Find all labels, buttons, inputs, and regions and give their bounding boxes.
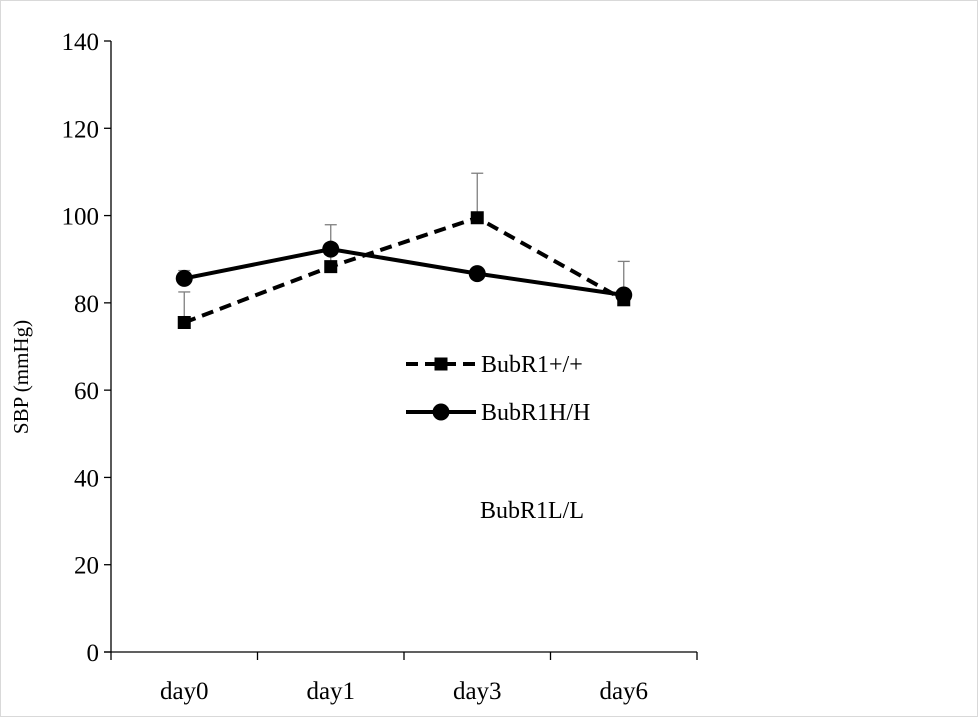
y-tick-label: 120 [62, 116, 100, 143]
legend: BubR1+/+ BubR1H/H [406, 352, 590, 426]
y-tick-label: 0 [87, 640, 100, 667]
series-line-1 [183, 247, 625, 297]
data-point [468, 265, 486, 283]
x-tick-label: day6 [599, 678, 648, 705]
x-tick-label: day1 [306, 678, 355, 705]
x-tick-label: day3 [453, 678, 502, 705]
y-tick-label: 80 [74, 291, 99, 318]
data-point [615, 286, 633, 304]
series-lines [175, 211, 633, 329]
axes: 0 20 40 60 80 100 120 140 day0 day1 day3 day6 [62, 29, 698, 705]
data-point [322, 240, 340, 258]
y-tick-label: 100 [62, 204, 100, 231]
data-point [175, 269, 193, 287]
data-point [470, 211, 484, 225]
y-tick-label: 60 [74, 378, 99, 405]
y-tick-label: 140 [62, 29, 100, 56]
y-axis-title: SBP (mmHg) [9, 320, 33, 434]
x-tick-label: day0 [160, 678, 209, 705]
y-tick-label: 20 [74, 553, 99, 580]
legend-label-0: BubR1+/+ [481, 352, 583, 378]
annotation-bubr1ll: BubR1L/L [480, 498, 584, 524]
data-point [324, 260, 338, 274]
series-line-0 [183, 215, 625, 325]
legend-marker-0 [434, 357, 448, 371]
y-tick-label: 40 [74, 465, 99, 492]
legend-marker-1 [432, 403, 450, 421]
legend-label-1: BubR1H/H [481, 400, 590, 426]
data-point [177, 315, 191, 329]
